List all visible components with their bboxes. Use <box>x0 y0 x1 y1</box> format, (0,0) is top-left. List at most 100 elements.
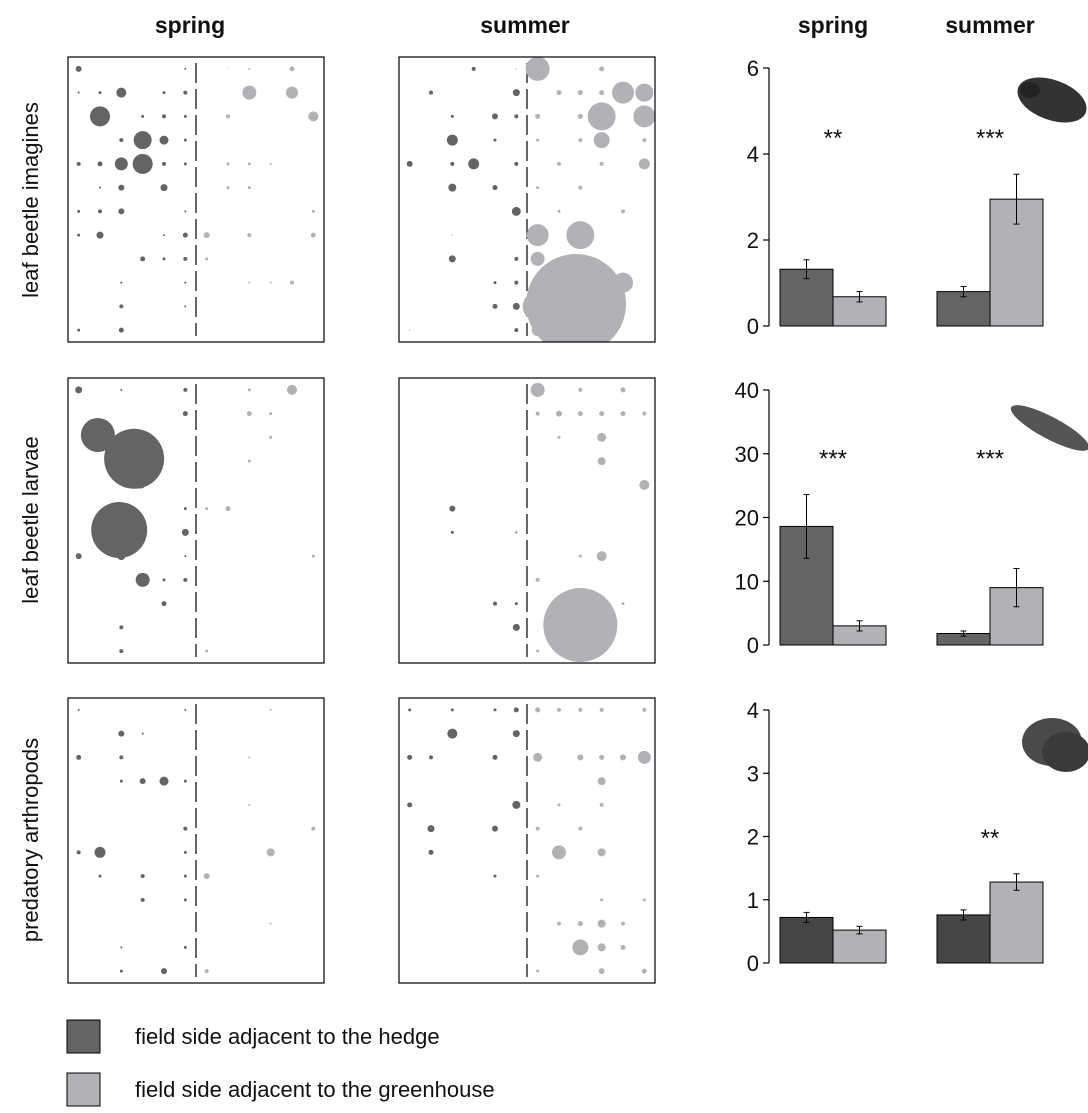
bubble <box>184 305 186 307</box>
y-tick-label: 20 <box>735 506 759 531</box>
bubble <box>142 733 144 735</box>
bubble <box>543 588 617 662</box>
bubble <box>536 139 539 142</box>
bubble <box>78 709 80 711</box>
bubble <box>638 751 651 764</box>
bubble <box>447 135 458 146</box>
bubble <box>133 154 153 174</box>
bubble <box>536 875 539 878</box>
bubble <box>557 922 561 926</box>
bubble <box>552 845 566 859</box>
bubble <box>77 329 80 332</box>
bubble <box>556 411 562 417</box>
bubble <box>119 328 124 333</box>
figure: spring summer leaf beetle imagines leaf … <box>0 0 1088 1113</box>
bubble <box>163 578 166 581</box>
bubble <box>118 208 124 214</box>
bubble <box>248 756 250 758</box>
bubble <box>183 411 188 416</box>
bubble <box>205 650 208 653</box>
bubble <box>163 234 165 236</box>
bubble <box>513 89 520 96</box>
bubble <box>600 708 604 712</box>
bubble <box>120 946 122 948</box>
bubble <box>119 625 123 629</box>
y-tick-label: 0 <box>747 951 759 976</box>
bubble <box>183 257 187 261</box>
bubble <box>184 210 186 212</box>
bubble <box>91 502 147 558</box>
bubble <box>531 383 545 397</box>
bubble <box>600 898 603 901</box>
bubble <box>599 66 604 71</box>
y-tick-label: 1 <box>747 888 759 913</box>
bubble <box>513 730 520 737</box>
bubble <box>514 328 518 332</box>
bubble <box>531 252 545 266</box>
bubble <box>600 162 604 166</box>
bubble <box>536 970 539 973</box>
bubble <box>527 224 549 246</box>
bubble <box>183 233 188 238</box>
bubble <box>117 552 125 560</box>
bubble <box>205 969 209 973</box>
bubble <box>135 477 147 489</box>
bubble <box>115 157 128 170</box>
bubble <box>512 207 521 216</box>
bubble <box>621 945 626 950</box>
y-tick-label: 2 <box>747 228 759 253</box>
bubble <box>287 385 297 395</box>
bubble <box>78 92 80 94</box>
bubble <box>572 939 588 955</box>
bubble <box>536 578 540 582</box>
bubble <box>226 506 231 511</box>
bubble <box>248 460 251 463</box>
bubble <box>598 457 606 465</box>
bubble <box>594 132 610 148</box>
y-tick-label: 0 <box>747 314 759 339</box>
bubble <box>536 650 539 653</box>
bubble <box>598 920 606 928</box>
bubble <box>99 187 101 189</box>
bubble <box>228 68 229 69</box>
bar <box>780 917 833 963</box>
bubble <box>409 330 410 331</box>
bubble <box>448 184 456 192</box>
bubble <box>99 875 102 878</box>
bubble <box>183 388 187 392</box>
bubble <box>136 573 150 587</box>
bubble <box>120 780 123 783</box>
bubble <box>76 755 81 760</box>
bubble <box>492 113 498 119</box>
bubble <box>162 601 167 606</box>
bubble <box>182 529 189 536</box>
bubble <box>140 778 146 784</box>
bubble <box>312 555 315 558</box>
bubble <box>248 186 251 189</box>
y-tick-label: 0 <box>747 633 759 658</box>
bubble <box>104 429 164 489</box>
bubble <box>119 304 123 308</box>
bubble <box>270 709 272 711</box>
y-tick-label: 4 <box>747 142 759 167</box>
bubble <box>600 803 604 807</box>
bubble <box>184 555 186 557</box>
bubble <box>536 827 540 831</box>
bubble <box>184 946 187 949</box>
bubble <box>308 111 318 121</box>
bubble <box>599 90 604 95</box>
bubble <box>77 234 80 237</box>
bubble <box>598 777 606 785</box>
bubble <box>429 91 433 95</box>
bubble <box>242 86 256 100</box>
bubble <box>429 850 434 855</box>
bubble-panel <box>75 384 315 657</box>
bubble <box>558 436 561 439</box>
bubble <box>160 777 169 786</box>
bubble <box>120 389 122 391</box>
bubble <box>77 850 81 854</box>
bubble <box>620 754 626 760</box>
significance: *** <box>819 446 847 473</box>
bubble <box>472 67 476 71</box>
bubble <box>134 131 152 149</box>
